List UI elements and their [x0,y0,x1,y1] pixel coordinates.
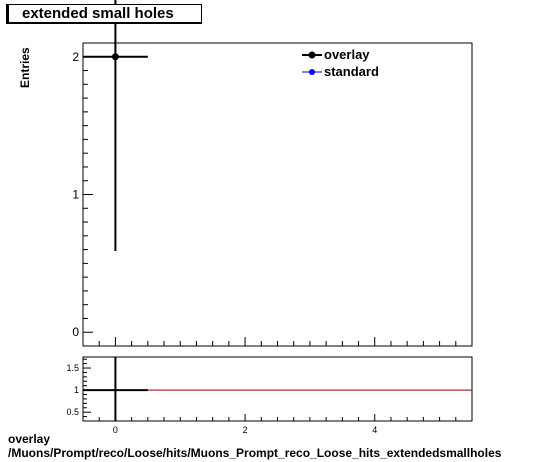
title-box [6,4,202,24]
overlay-data-point [111,53,119,61]
x-tick-label: 0 [113,425,118,435]
ratio-y-tick-label: 0.5 [66,407,79,417]
footer-line-2: /Muons/Prompt/reco/Loose/hits/Muons_Prom… [8,446,502,460]
ratio-y-tick-label: 1.5 [66,363,79,373]
x-tick-label: 2 [243,425,248,435]
x-tick-label: 4 [372,425,377,435]
y-tick-label: 2 [72,50,79,64]
ratio-y-tick-label: 1 [74,385,79,395]
main-plot-frame [82,42,473,347]
ratio-plot-frame [82,356,473,422]
legend-label-overlay: overlay [324,47,370,62]
y-axis-label: Entries [18,47,32,88]
y-tick-label: 0 [72,325,79,339]
y-tick-label: 1 [72,188,79,202]
chart-title: extended small holes [22,5,174,22]
legend-label-standard: standard [324,64,379,79]
legend-marker-overlay [308,51,316,59]
footer-line-1: overlay [8,432,51,446]
legend-marker-standard [309,69,315,75]
